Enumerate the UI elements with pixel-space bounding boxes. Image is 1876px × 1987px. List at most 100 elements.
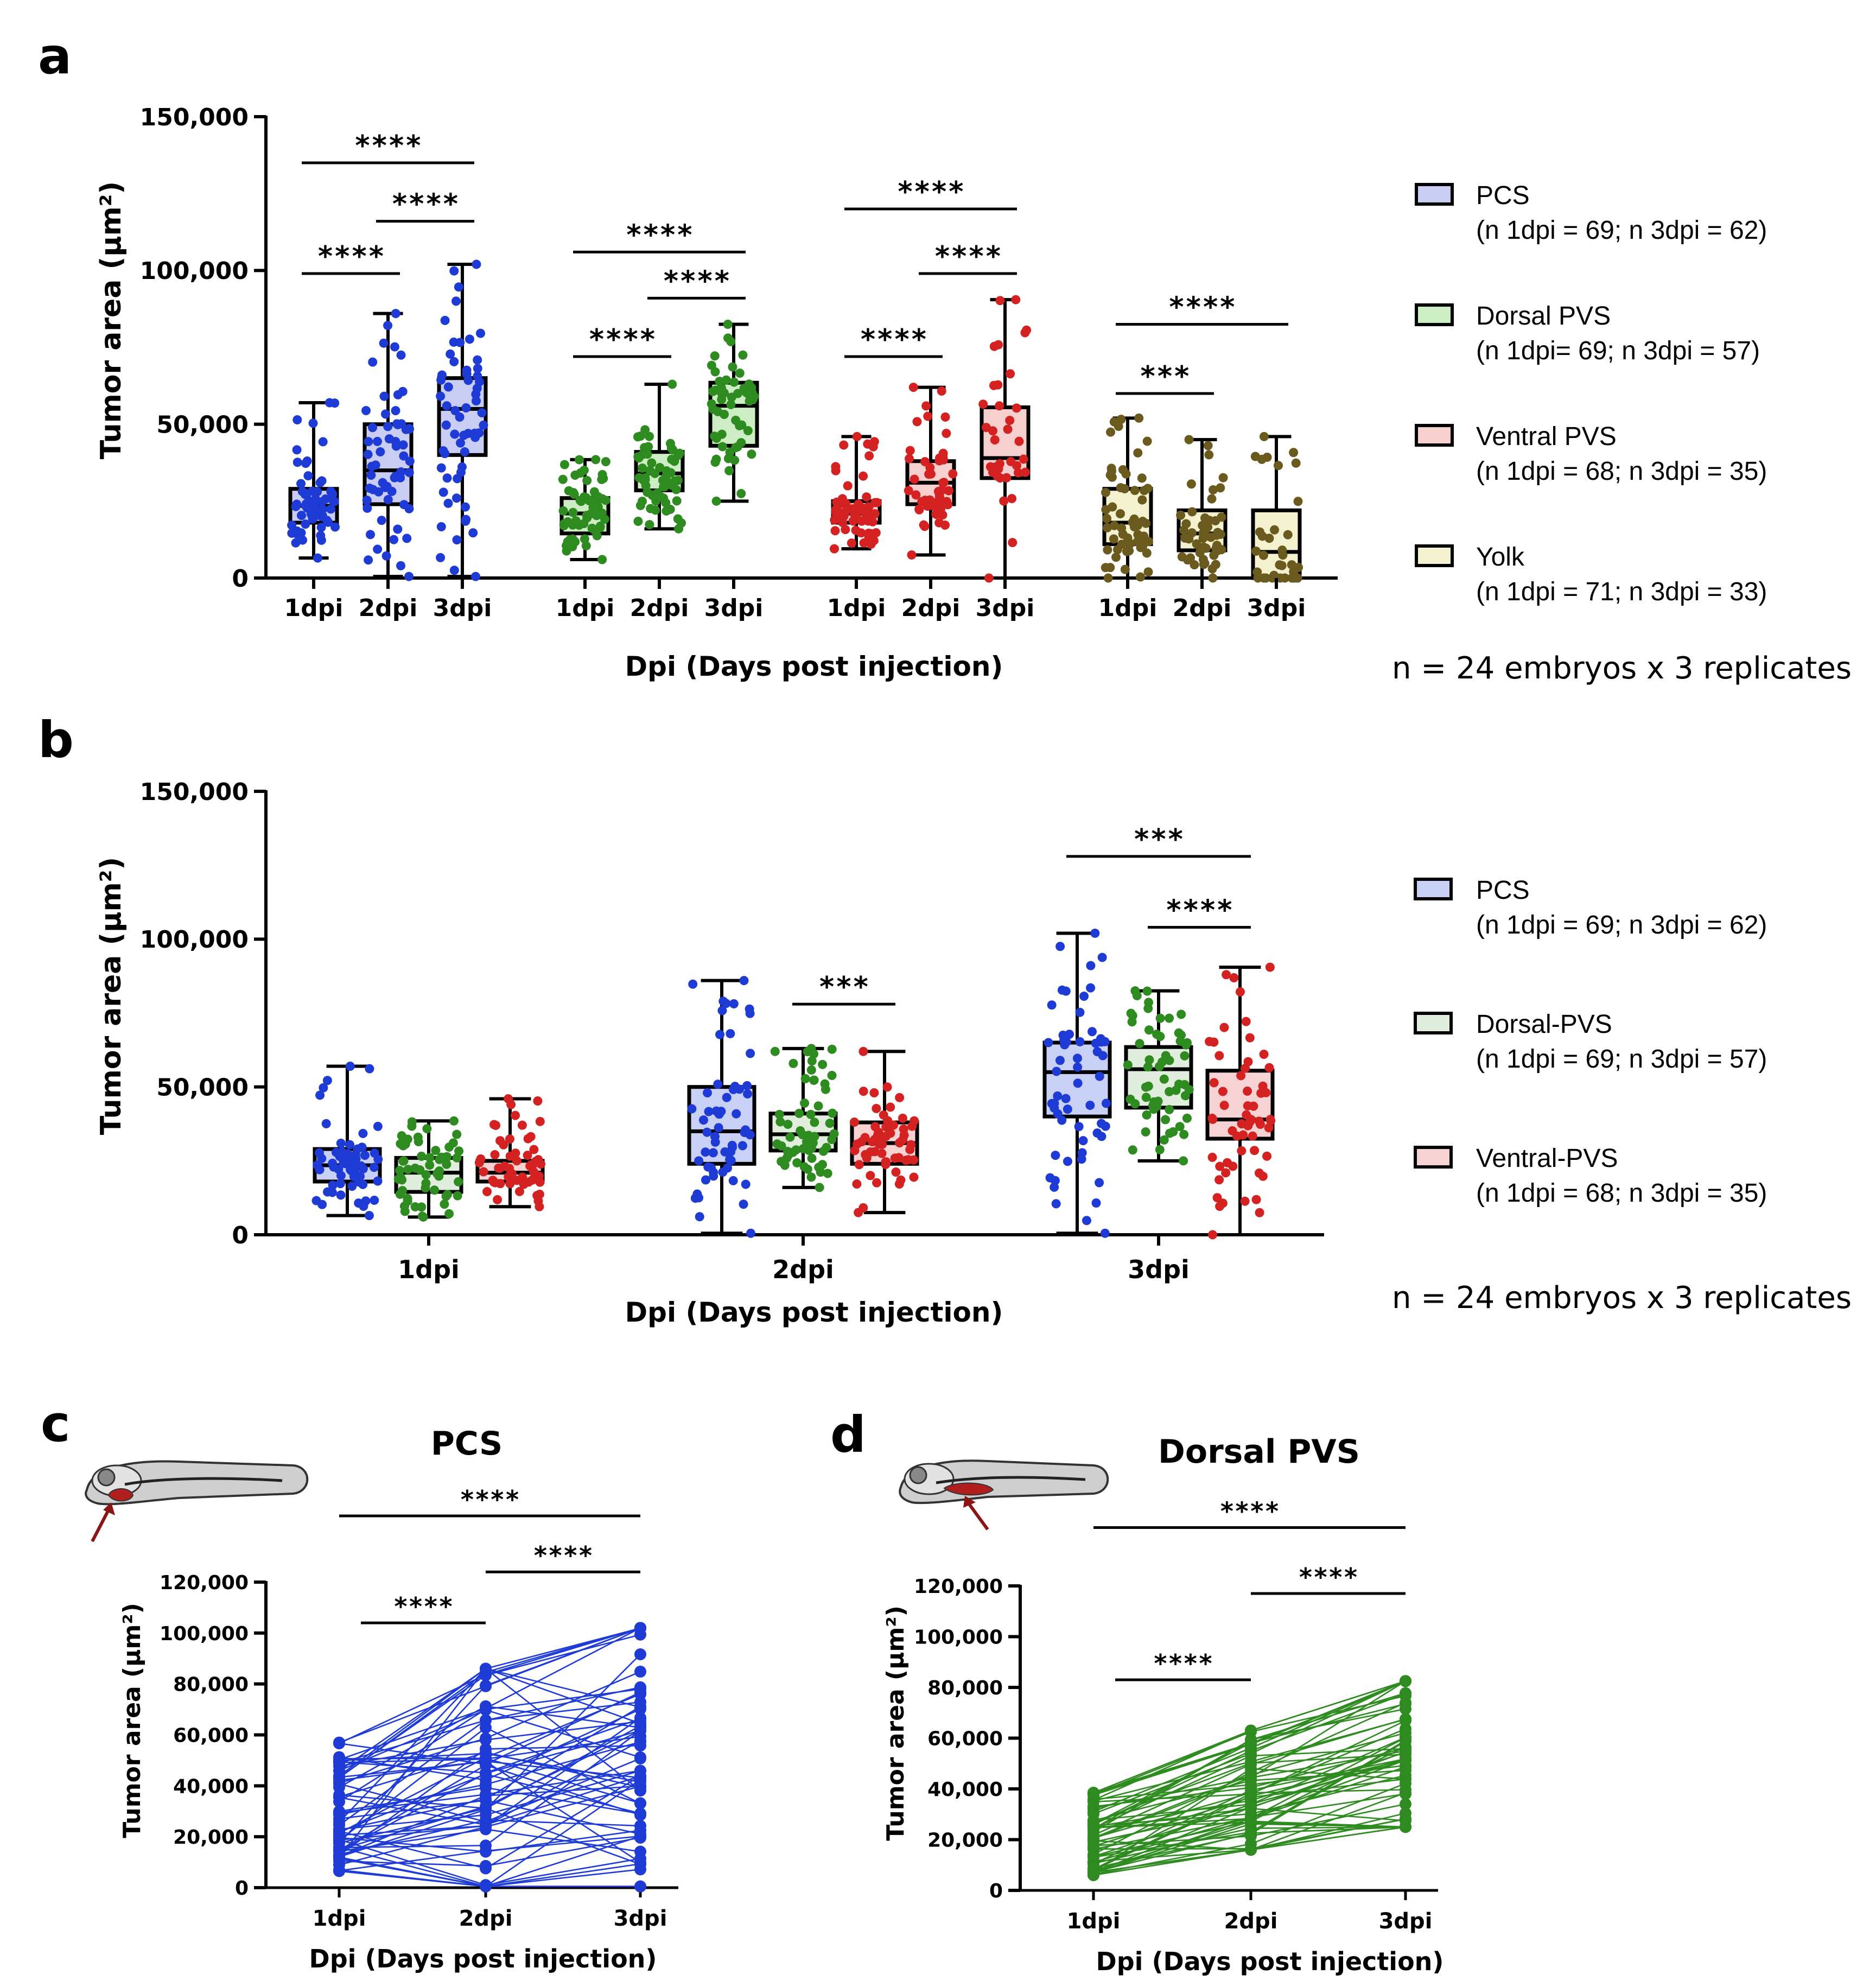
- panel-a-0-0-data-point: [302, 456, 312, 466]
- zebrafish-embryo-icon-pcs: [85, 1460, 309, 1542]
- panel-b-4-data-point: [809, 1075, 819, 1085]
- panel-a-0-2-data-point: [455, 438, 465, 448]
- panel-b-2-data-point: [490, 1150, 500, 1160]
- panel-c-1-sig-label: ****: [533, 1541, 593, 1570]
- panel-b-8-data-point: [1219, 1023, 1229, 1032]
- panel-b-x-tick-label: 2dpi: [772, 1255, 834, 1284]
- panel-b-3-data-point: [732, 1109, 741, 1119]
- panel-b-4-data-point: [807, 1153, 817, 1163]
- panel-b-3-data-point: [721, 999, 731, 1008]
- panel-b-2-data-point: [529, 1167, 538, 1177]
- panel-a-1-0-data-point: [597, 555, 607, 564]
- panel-a-0-1-data-point: [391, 436, 400, 446]
- panel-d-y-tick-label: 0: [989, 1880, 1003, 1902]
- panel-a-3-1-data-point: [1206, 532, 1216, 542]
- panel-b-3-data-point: [740, 1128, 749, 1138]
- panel-a-2-0-data-point: [864, 451, 874, 461]
- panel-c-data-point: [634, 1648, 646, 1660]
- panel-a-2-1-data-point: [924, 469, 934, 479]
- panel-b-5-data-point: [872, 1178, 882, 1188]
- panel-a-3-2-data-point: [1270, 525, 1280, 535]
- panel-b-0-data-point: [322, 1076, 332, 1085]
- panel-a-0-2-data-point: [449, 266, 459, 276]
- panel-a-2-0-data-point: [832, 497, 842, 507]
- panel-a-2-2-data-point: [1014, 436, 1024, 446]
- panel-a-1-0-data-point: [589, 487, 599, 497]
- panel-b-6-data-point: [1072, 1053, 1082, 1063]
- panel-a-2-2-data-point: [1007, 494, 1017, 504]
- panel-a-3-1-data-point: [1198, 520, 1207, 530]
- panel-b-0-data-point: [331, 1147, 341, 1157]
- panel-b-3-data-point: [726, 1029, 735, 1038]
- panel-a-1-0-data-point: [600, 515, 609, 524]
- panel-b-1-data-point: [414, 1137, 423, 1147]
- panel-b-6-data-point: [1074, 1122, 1084, 1132]
- panel-b-4-data-point: [806, 1172, 816, 1182]
- panel-a-2-1-data-point: [908, 383, 918, 392]
- panel-b-7-data-point: [1182, 1038, 1192, 1048]
- panel-a-1-0-data-point: [582, 475, 592, 485]
- panel-a-1-2-data-point: [733, 389, 742, 398]
- panel-b-0-data-point: [335, 1179, 345, 1189]
- panel-a-2-2-data-point: [1003, 424, 1013, 434]
- panel-a-0-1-data-point: [372, 436, 382, 446]
- panel-b-5-data-point: [899, 1124, 908, 1134]
- panel-b-1-data-point: [398, 1156, 408, 1166]
- panel-b-legend: PCS (n 1dpi = 69; n 3dpi = 62) Dorsal-PVS (…: [1414, 876, 1767, 1208]
- panel-a-2-2-data-point: [988, 426, 998, 436]
- panel-a-1-1-data-point: [647, 458, 657, 468]
- panel-c-y-tick-label: 20,000: [173, 1826, 249, 1849]
- panel-a-2-2-data-point: [1020, 467, 1030, 477]
- panel-b-5-data-point: [850, 1146, 860, 1156]
- panel-a-2-2-data-point: [1011, 295, 1021, 304]
- panel-b-0-data-point: [358, 1128, 368, 1138]
- panel-d-data-point: [1400, 1703, 1411, 1715]
- panel-b-8-data-point: [1222, 970, 1231, 980]
- panel-b-1-data-point: [395, 1189, 405, 1199]
- panel-b-4-data-point: [798, 1130, 807, 1140]
- panel-a-0-1-data-point: [362, 496, 372, 505]
- panel-a-0-0-data-point: [301, 519, 310, 529]
- panel-a-1-0-data-point: [575, 455, 584, 465]
- panel-b-4-data-point: [783, 1120, 793, 1129]
- panel-a-2-0-data-point: [829, 544, 839, 554]
- panel-b-4-data-point: [816, 1167, 825, 1177]
- panel-b-1-data-point: [407, 1121, 417, 1131]
- panel-a-0-0-data-point: [291, 501, 301, 511]
- panel-a-2-2-data-point: [984, 573, 994, 583]
- panel-a-3-0-data-point: [1125, 539, 1135, 549]
- panel-a-legend-swatch: [1415, 183, 1454, 206]
- panel-b-0-sig-label: ***: [818, 971, 869, 1004]
- panel-b-0-data-point: [313, 1160, 322, 1170]
- panel-a-1-1-data-point: [638, 463, 647, 473]
- panel-b-5-data-point: [858, 1046, 868, 1056]
- panel-a-3-0-data-point: [1101, 487, 1111, 497]
- panel-b-3-data-point: [739, 976, 749, 986]
- panel-a-0-2-data-point: [472, 259, 481, 269]
- panel-a-1-0-data-point: [565, 535, 575, 544]
- panel-a-2-1-data-point: [942, 428, 951, 438]
- panel-a-0-0-data-point: [326, 504, 336, 514]
- panel-b-1-data-point: [444, 1142, 454, 1152]
- panel-c-data-point: [480, 1662, 492, 1675]
- panel-b-2-data-point: [482, 1187, 492, 1197]
- panel-c-x-tick-label: 1dpi: [313, 1906, 366, 1931]
- panel-a-0-2-data-point: [449, 566, 459, 575]
- panel-b-7-data-point: [1175, 1122, 1185, 1132]
- panel-b-8-data-point: [1243, 1101, 1252, 1110]
- panel-b-0-data-point: [319, 1083, 328, 1093]
- panel-b-6-data-point: [1091, 1038, 1101, 1048]
- panel-b-4-data-point: [818, 1059, 828, 1069]
- panel-b-2-data-point: [514, 1186, 524, 1196]
- panel-b-8-box: [1205, 962, 1276, 1240]
- panel-b-3-data-point: [701, 1147, 710, 1157]
- panel-b-0-data-point: [336, 1138, 346, 1148]
- panel-a-3-0-data-point: [1111, 553, 1121, 562]
- panel-a-2-2-data-point: [1012, 403, 1021, 413]
- panel-b-7-data-point: [1141, 1082, 1150, 1092]
- panel-b-4-data-point: [770, 1046, 780, 1056]
- panel-letter-b: b: [38, 711, 74, 769]
- panel-b-3-data-point: [687, 1104, 697, 1114]
- panel-a-0-1-data-point: [368, 423, 378, 433]
- panel-a-x-tick-label: 2dpi: [359, 594, 418, 622]
